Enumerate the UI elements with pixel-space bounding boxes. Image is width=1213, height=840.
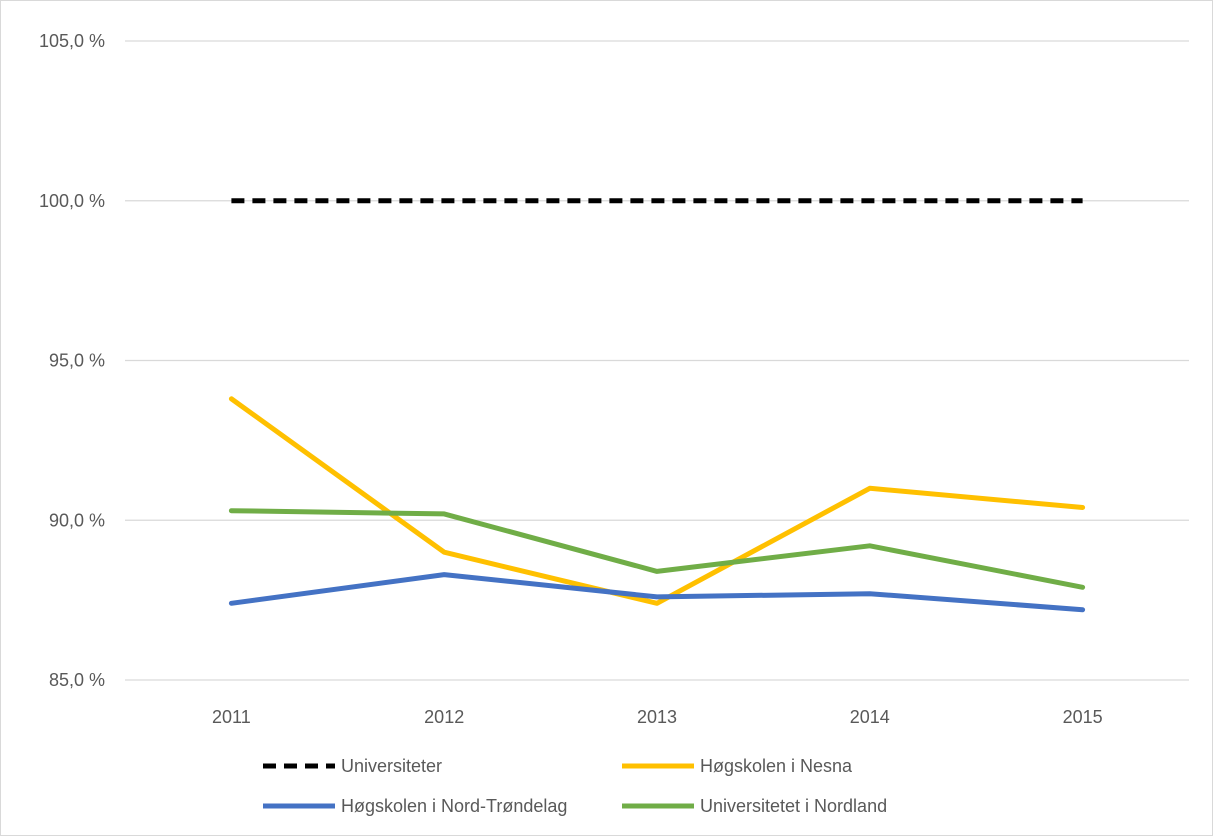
x-tick-label: 2011 xyxy=(212,707,251,727)
legend: Universiteter Høgskolen i Nesna Høgskolen … xyxy=(263,756,887,816)
x-tick-label: 2013 xyxy=(637,707,677,727)
x-tick-label: 2015 xyxy=(1063,707,1103,727)
series-line-3 xyxy=(228,572,1086,613)
legend-label-1: Universiteter xyxy=(341,756,442,776)
series-lines xyxy=(228,198,1086,613)
y-tick-label: 85,0 % xyxy=(49,670,105,690)
x-tick-label: 2012 xyxy=(424,707,464,727)
y-tick-label: 95,0 % xyxy=(49,351,105,371)
legend-label-4: Universitetet i Nordland xyxy=(700,796,887,816)
legend-label-2: Høgskolen i Nesna xyxy=(700,756,853,776)
y-tick-label: 90,0 % xyxy=(49,510,105,530)
y-tick-label: 105,0 % xyxy=(39,31,105,51)
y-tick-label: 100,0 % xyxy=(39,191,105,211)
gridlines xyxy=(125,40,1189,681)
series-line-2 xyxy=(228,396,1086,606)
y-axis-tick-labels: 85,0 % 90,0 % 95,0 % 100,0 % 105,0 % xyxy=(39,31,105,690)
x-axis-tick-labels: 2011 2012 2013 2014 2015 xyxy=(212,707,1103,727)
series-line-4 xyxy=(228,508,1086,590)
legend-label-3: Høgskolen i Nord-Trøndelag xyxy=(341,796,567,816)
x-tick-label: 2014 xyxy=(850,707,890,727)
